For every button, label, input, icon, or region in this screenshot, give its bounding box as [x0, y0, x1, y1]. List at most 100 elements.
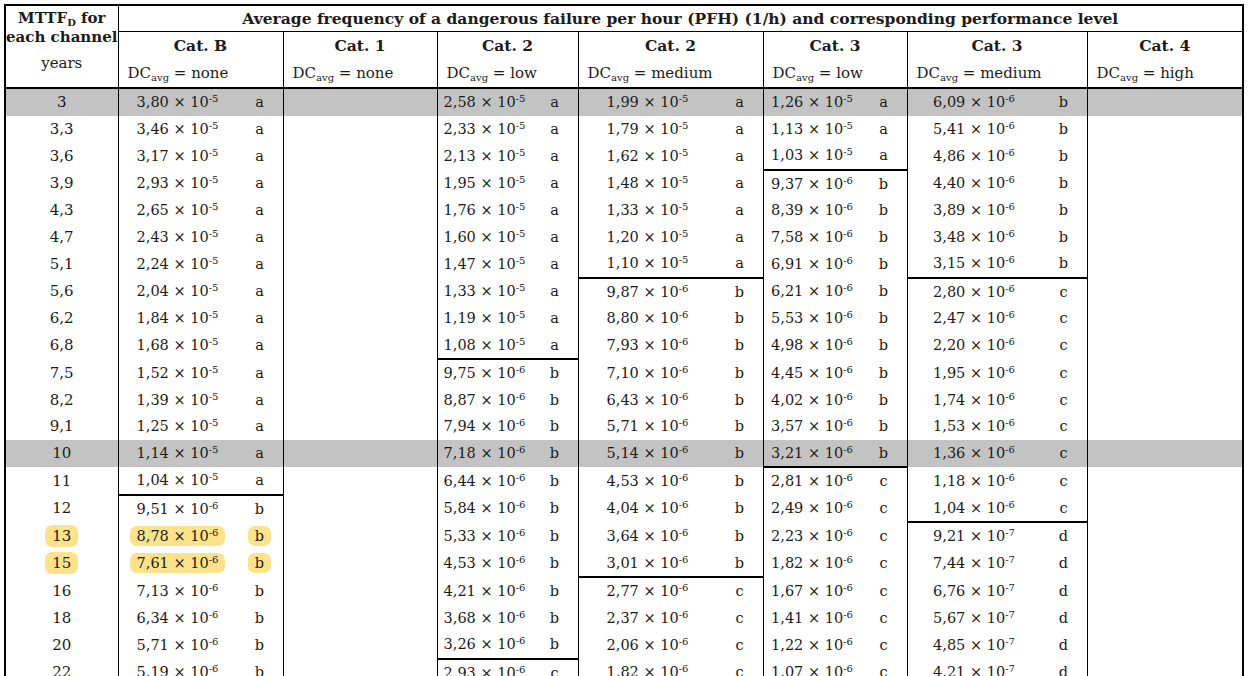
- performance-level-letter: c: [1041, 365, 1087, 381]
- pfh-value-cell: 1,22 × 10-6c: [763, 631, 907, 659]
- performance-level-letter: a: [717, 255, 763, 271]
- mttfd-unit-label: years: [6, 54, 118, 72]
- performance-level-letter: b: [1041, 175, 1087, 191]
- table-row-mttfd-3_9: 3,92,93 × 10-5a1,95 × 10-5a1,48 × 10-5a9…: [5, 170, 1243, 198]
- performance-level-letter: c: [717, 664, 763, 676]
- performance-level-letter: a: [237, 121, 283, 137]
- pfh-value-cell: 4,85 × 10-7d: [907, 631, 1087, 659]
- performance-level-letter: b: [717, 310, 763, 326]
- pfh-value-cell: 3,15 × 10-6b: [907, 250, 1087, 278]
- performance-level-letter: c: [532, 665, 578, 676]
- performance-level-letter: c: [1041, 337, 1087, 353]
- pfh-value-cell: 1,07 × 10-6c: [763, 659, 907, 676]
- pfh-value-cell: [1087, 88, 1243, 116]
- pfh-value-cell: 5,19 × 10-6b: [118, 659, 283, 676]
- pfh-value-cell: [283, 467, 437, 495]
- performance-level-letter: a: [532, 148, 578, 164]
- pfh-value-cell: 9,37 × 10-6b: [763, 170, 907, 198]
- pfh-value-cell: 9,87 × 10-6b: [578, 278, 763, 306]
- mttfd-years-cell: 11: [5, 467, 118, 495]
- pfh-value-cell: 7,58 × 10-6b: [763, 224, 907, 251]
- performance-level-letter: a: [717, 94, 763, 110]
- pfh-value-cell: 3,64 × 10-6b: [578, 522, 763, 550]
- pfh-value-cell: 2,81 × 10-6c: [763, 467, 907, 495]
- performance-level-letter: b: [237, 637, 283, 653]
- pfh-value-cell: 5,41 × 10-6b: [907, 116, 1087, 143]
- pfh-value-cell: 1,39 × 10-5a: [118, 387, 283, 414]
- performance-level-letter: a: [237, 148, 283, 164]
- performance-level-letter: a: [237, 310, 283, 326]
- pfh-value-cell: 1,19 × 10-5a: [437, 305, 578, 332]
- pfh-value-cell: [1087, 197, 1243, 224]
- pfh-value-cell: 4,98 × 10-6b: [763, 332, 907, 360]
- pfh-value-cell: [1087, 440, 1243, 468]
- mttfd-years-cell: 18: [5, 605, 118, 632]
- performance-level-letter: c: [1041, 310, 1087, 326]
- pfh-value-cell: 6,44 × 10-6b: [437, 467, 578, 495]
- table-row-mttfd-3: 33,80 × 10-5a2,58 × 10-5a1,99 × 10-5a1,2…: [5, 88, 1243, 116]
- performance-level-letter: b: [237, 555, 283, 571]
- pfh-value-cell: [1087, 659, 1243, 676]
- mttfd-years-cell: 16: [5, 577, 118, 605]
- pfh-value-cell: 8,78 × 10-6b: [118, 522, 283, 550]
- pfh-value-cell: 1,41 × 10-6c: [763, 605, 907, 632]
- pfh-value-cell: 3,89 × 10-6b: [907, 197, 1087, 224]
- pfh-value-cell: [1087, 387, 1243, 414]
- performance-level-letter: a: [532, 229, 578, 245]
- pfh-value-cell: [283, 631, 437, 659]
- pfh-value-cell: 8,39 × 10-6b: [763, 197, 907, 224]
- pfh-value-cell: 8,80 × 10-6b: [578, 305, 763, 332]
- pfh-value-cell: [283, 495, 437, 523]
- pfh-value-cell: 6,91 × 10-6b: [763, 250, 907, 278]
- table-row-mttfd-4_7: 4,72,43 × 10-5a1,60 × 10-5a1,20 × 10-5a7…: [5, 224, 1243, 251]
- performance-level-letter: b: [237, 610, 283, 626]
- pfh-value-cell: [283, 116, 437, 143]
- pfh-value-cell: 1,82 × 10-6c: [578, 659, 763, 676]
- pfh-value-cell: [1087, 250, 1243, 278]
- pfh-value-cell: 2,93 × 10-5a: [118, 170, 283, 198]
- dc-avg-header-col5: DCavg = medium: [907, 59, 1087, 88]
- performance-level-letter: c: [861, 637, 907, 653]
- pfh-value-cell: 4,02 × 10-6b: [763, 387, 907, 414]
- pfh-performance-level-table: MTTFD for each channel years Average fre…: [4, 4, 1244, 676]
- pfh-value-cell: 4,40 × 10-6b: [907, 170, 1087, 198]
- performance-level-letter: b: [861, 337, 907, 353]
- mttfd-years-cell: 13: [5, 522, 118, 550]
- pfh-value-cell: 1,26 × 10-5a: [763, 88, 907, 116]
- performance-level-letter: b: [717, 473, 763, 489]
- pfh-value-cell: [283, 88, 437, 116]
- dc-avg-header-col6: DCavg = high: [1087, 59, 1243, 88]
- pfh-value-cell: 3,48 × 10-6b: [907, 224, 1087, 251]
- table-row-mttfd-11: 111,04 × 10-5a6,44 × 10-6b4,53 × 10-6b2,…: [5, 467, 1243, 495]
- pfh-value-cell: 2,65 × 10-5a: [118, 197, 283, 224]
- performance-level-letter: a: [237, 283, 283, 299]
- performance-level-letter: b: [861, 445, 907, 461]
- performance-level-letter: b: [1041, 94, 1087, 110]
- mttfd-years-cell: 5,6: [5, 278, 118, 306]
- table-row-mttfd-6_8: 6,81,68 × 10-5a1,08 × 10-5a7,93 × 10-6b4…: [5, 332, 1243, 360]
- pfh-value-cell: 6,34 × 10-6b: [118, 605, 283, 632]
- performance-level-letter: b: [1041, 255, 1087, 271]
- pfh-value-cell: [283, 605, 437, 632]
- highlight-marker: b: [248, 553, 271, 573]
- performance-level-letter: b: [861, 229, 907, 245]
- pfh-value-cell: 1,33 × 10-5a: [437, 278, 578, 306]
- dc-avg-header-col1: DCavg = none: [283, 59, 437, 88]
- pfh-value-cell: 3,68 × 10-6b: [437, 605, 578, 632]
- category-header-col2: Cat. 2: [437, 32, 578, 60]
- pfh-value-cell: 2,06 × 10-6c: [578, 631, 763, 659]
- pfh-value-cell: 6,76 × 10-7d: [907, 577, 1087, 605]
- performance-level-letter: b: [717, 392, 763, 408]
- performance-level-letter: b: [861, 418, 907, 434]
- performance-level-letter: b: [532, 445, 578, 461]
- pfh-value-cell: 1,33 × 10-5a: [578, 197, 763, 224]
- performance-level-letter: a: [237, 392, 283, 408]
- dc-avg-header-col4: DCavg = low: [763, 59, 907, 88]
- pfh-value-cell: 5,14 × 10-6b: [578, 440, 763, 468]
- mttfd-years-cell: 8,2: [5, 387, 118, 414]
- pfh-value-cell: 2,47 × 10-6c: [907, 305, 1087, 332]
- performance-level-letter: b: [861, 176, 907, 192]
- performance-level-letter: b: [717, 528, 763, 544]
- highlight-marker: b: [248, 526, 271, 546]
- table-row-mttfd-12: 129,51 × 10-6b5,84 × 10-6b4,04 × 10-6b2,…: [5, 495, 1243, 523]
